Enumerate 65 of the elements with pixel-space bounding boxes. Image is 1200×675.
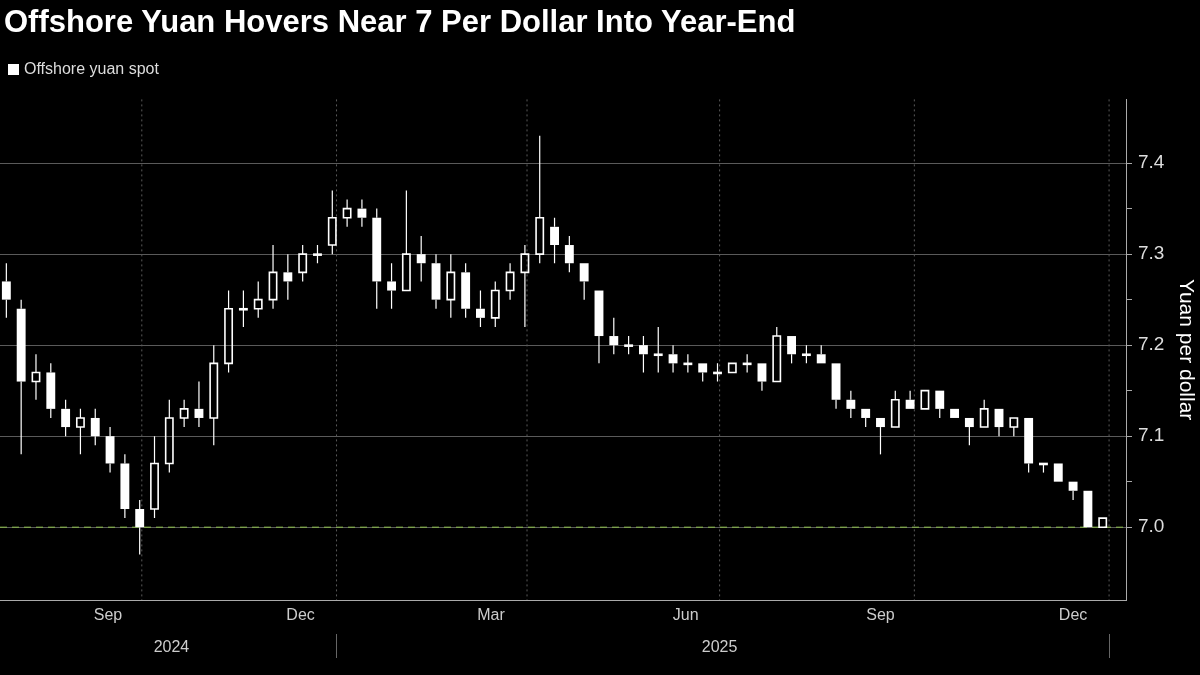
- candlestick: [298, 244, 308, 283]
- candlestick: [313, 244, 322, 264]
- candlestick: [831, 363, 841, 410]
- candlestick: [372, 208, 382, 310]
- candlestick: [253, 280, 263, 319]
- y-tick-label: 7.2: [1138, 333, 1165, 355]
- y-tick-label: 7.4: [1138, 151, 1165, 173]
- candlestick: [579, 263, 589, 301]
- candlestick: [638, 335, 648, 374]
- candlestick: [535, 135, 545, 264]
- x-tick-label: Mar: [477, 606, 506, 624]
- candlestick: [446, 253, 456, 319]
- candlestick: [90, 408, 100, 446]
- candlestick: [120, 453, 130, 519]
- candlestick: [16, 299, 26, 455]
- x-tick-label: Dec: [1058, 606, 1088, 624]
- candlestick: [698, 363, 708, 383]
- candlestick: [550, 217, 559, 264]
- candlestick: [757, 363, 767, 392]
- candlestick: [46, 362, 56, 419]
- candlestick: [357, 198, 367, 228]
- candlestick: [283, 253, 293, 301]
- y-tick-label: 7.1: [1138, 424, 1165, 446]
- candlestick: [1068, 481, 1078, 501]
- candlestick: [476, 289, 485, 328]
- candlestick: [75, 408, 85, 455]
- candlestick: [876, 417, 885, 455]
- candlestick: [209, 344, 219, 446]
- candlestick: [416, 235, 426, 283]
- candlestick: [490, 280, 500, 328]
- candlestick: [461, 262, 471, 319]
- candlestick: [105, 426, 115, 474]
- x-tick-label: Sep: [93, 606, 123, 624]
- candlestick: [1024, 417, 1034, 474]
- candlestick: [401, 189, 411, 292]
- candlestick: [846, 390, 856, 419]
- candlestick: [609, 317, 619, 355]
- candlestick: [1, 262, 11, 319]
- candlestick: [327, 189, 337, 255]
- legend-label: Offshore yuan spot: [24, 60, 159, 78]
- candlestick: [564, 235, 574, 273]
- candlestick: [387, 262, 397, 310]
- y-tick-label: 7.0: [1138, 515, 1165, 537]
- candlestick: [164, 399, 174, 474]
- candlestick: [520, 244, 530, 328]
- candlestick: [801, 344, 811, 364]
- candlestick: [135, 499, 145, 556]
- candlestick: [150, 435, 159, 519]
- chart-title: Offshore Yuan Hovers Near 7 Per Dollar Into Year-End: [4, 4, 796, 40]
- x2-tick-label: 2025: [701, 638, 738, 656]
- y-tick-label: 7.3: [1138, 242, 1165, 264]
- candlestick: [61, 399, 71, 437]
- x-tick-label: Sep: [866, 606, 895, 624]
- candlestick: [224, 289, 234, 374]
- x-tick-label: Dec: [286, 606, 315, 624]
- candlestick: [624, 335, 634, 355]
- y-axis-title: Yuan per dollar: [1175, 279, 1199, 421]
- candlestick: [905, 390, 915, 409]
- candlestick: [431, 253, 441, 310]
- x-tick-label: Jun: [672, 606, 699, 624]
- candlestick: [238, 289, 248, 328]
- candlestick: [668, 344, 678, 374]
- x2-tick-label: 2024: [153, 638, 190, 656]
- candlestick: [31, 353, 41, 401]
- candlestick: [653, 326, 663, 374]
